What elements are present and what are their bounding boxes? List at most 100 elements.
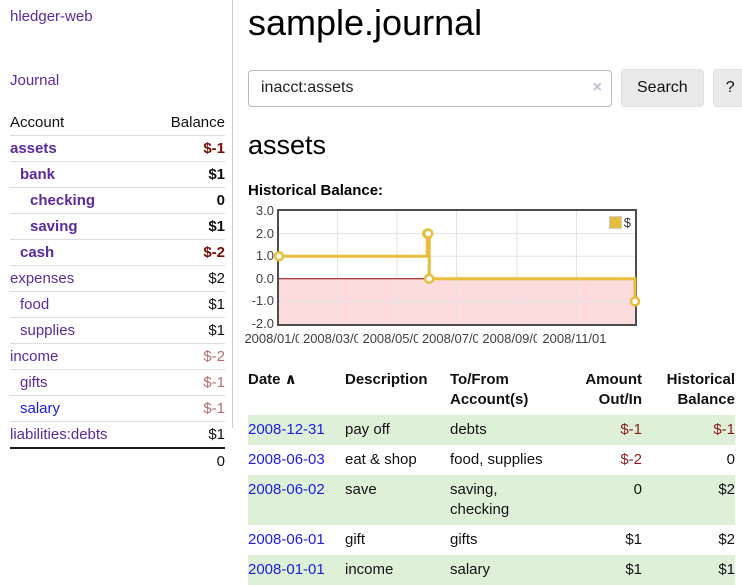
register-description: pay off (345, 421, 390, 438)
sort-ascending-icon: ∧ (280, 371, 297, 388)
register-amount: $1 (625, 561, 642, 578)
sidebar-account-row: assets $-1 (10, 135, 225, 162)
search-form: × Search ? (248, 69, 742, 107)
register-amount: $-1 (620, 421, 642, 438)
help-button[interactable]: ? (712, 69, 742, 107)
accounts-header-balance: Balance (170, 114, 225, 131)
x-axis-tick-label: 2008/03/01 (298, 331, 373, 346)
register-row: 2008-06-03 eat & shop food, supplies $-2 0 (248, 445, 735, 475)
app-brand-link[interactable]: hledger-web (10, 8, 93, 25)
register-amount: $-2 (620, 451, 642, 468)
sidebar-account-link[interactable]: bank (20, 166, 56, 183)
x-axis-tick-label: 2008/09/01 (477, 331, 552, 346)
register-row: 2008-06-01 gift gifts $1 $2 (248, 525, 735, 555)
register-row: 2008-01-01 income salary $1 $1 (248, 555, 735, 585)
sidebar-account-link[interactable]: expenses (10, 270, 75, 287)
sidebar-account-link[interactable]: cash (20, 244, 55, 261)
register-amount: $1 (625, 531, 642, 548)
sidebar-account-row: saving $1 (10, 213, 225, 240)
sidebar-account-balance: $1 (148, 421, 225, 448)
sidebar-account-balance: $1 (148, 291, 225, 318)
sidebar-item-journal[interactable]: Journal (10, 72, 60, 89)
sidebar-account-row: bank $1 (10, 161, 225, 188)
register-accounts: debts (450, 421, 487, 438)
sidebar-account-balance: $2 (148, 265, 225, 292)
sidebar-accounts-body: assets $-1 bank $1 checking 0 saving $1 cash $-2 e… (10, 135, 225, 474)
register-balance: $2 (718, 481, 735, 498)
sidebar-account-balance: $-1 (148, 369, 225, 396)
sidebar-account-link[interactable]: saving (30, 218, 78, 235)
page-title: sample.journal (248, 2, 483, 43)
x-axis-tick-label: 2008/11/01 (537, 331, 612, 346)
legend-swatch-icon (608, 216, 622, 229)
register-header-amount-out-in[interactable]: Amount Out/In (585, 371, 642, 408)
register-balance: $2 (718, 531, 735, 548)
y-axis-tick-label: -1.0 (251, 293, 274, 309)
sidebar-account-row: salary $-1 (10, 395, 225, 422)
search-input[interactable] (248, 69, 612, 107)
sidebar-account-balance: $-1 (148, 395, 225, 422)
sidebar-account-row: cash $-2 (10, 239, 225, 266)
register-accounts: saving, checking (450, 481, 510, 518)
sidebar-account-link[interactable]: income (10, 348, 59, 365)
accounts-header-account: Account (10, 114, 65, 131)
sidebar-account-balance: 0 (148, 187, 225, 214)
register-date-link[interactable]: 2008-06-01 (248, 531, 325, 548)
sidebar-account-balance: $-2 (148, 239, 225, 266)
x-axis-tick-label: 2008/07/01 (417, 331, 492, 346)
search-button[interactable]: Search (621, 69, 704, 107)
register-row: 2008-12-31 pay off debts $-1 $-1 (248, 415, 735, 445)
sidebar-account-row: income $-2 (10, 343, 225, 370)
chart-section-label: Historical Balance: (248, 182, 384, 199)
x-axis-tick-label: 2008/05/01 (358, 331, 433, 346)
sidebar-total-row: 0 (10, 447, 225, 474)
sidebar-account-link[interactable]: food (20, 296, 50, 313)
register-header-date[interactable]: Date ∧ (248, 371, 297, 388)
register-header-to-from-account-s-[interactable]: To/From Account(s) (450, 371, 529, 408)
sidebar-account-row: expenses $2 (10, 265, 225, 292)
sidebar-account-row: gifts $-1 (10, 369, 225, 396)
search-input-wrap: × (248, 69, 612, 107)
register-balance: $1 (718, 561, 735, 578)
sidebar-account-row: checking 0 (10, 187, 225, 214)
x-axis-tick-label: 2008/01/01 (240, 331, 314, 346)
register-date-link[interactable]: 2008-12-31 (248, 421, 325, 438)
register-description: gift (345, 531, 366, 548)
register-accounts: food, supplies (450, 451, 543, 468)
register-description: income (345, 561, 394, 578)
sidebar-account-link[interactable]: checking (30, 192, 96, 209)
y-axis-tick-label: -2.0 (251, 316, 274, 331)
balance-chart-svg (273, 211, 641, 324)
y-axis-tick-label: 2.0 (255, 225, 274, 241)
register-table: Date ∧ Description To/From Account(s) Amoun… (248, 369, 735, 585)
chart-legend: $ (606, 214, 633, 231)
historical-balance-chart: $ 3.0 2.0 1.0 0.0 -1.0 -2.0 2008/01/01 2008/03… (240, 203, 742, 351)
main-content: sample.journal × Search ? assets Histori… (233, 0, 742, 585)
sidebar-account-balance: $1 (148, 213, 225, 240)
sidebar-account-link[interactable]: liabilities:debts (10, 426, 108, 443)
register-header-historical-balance[interactable]: Historical Balance (666, 371, 735, 408)
sidebar-account-row: food $1 (10, 291, 225, 318)
sidebar-account-link[interactable]: salary (20, 400, 61, 417)
register-description: eat & shop (345, 451, 417, 468)
sidebar-account-link[interactable]: supplies (20, 322, 76, 339)
register-accounts: salary (450, 561, 491, 578)
sidebar-account-link[interactable]: gifts (20, 374, 48, 391)
sidebar-account-link[interactable]: assets (10, 140, 57, 157)
sidebar-accounts-table: Account Balance assets $-1 bank $1 checking 0… (10, 110, 225, 474)
y-axis-tick-label: 0.0 (255, 270, 274, 286)
account-heading: assets (248, 130, 327, 160)
register-date-link[interactable]: 2008-06-03 (248, 451, 325, 468)
register-balance: 0 (726, 451, 735, 468)
register-date-link[interactable]: 2008-01-01 (248, 561, 325, 578)
chart-plot-area: $ (273, 209, 641, 326)
sidebar-account-balance: $1 (148, 161, 225, 188)
sidebar-account-row: supplies $1 (10, 317, 225, 344)
register-header-description[interactable]: Description (345, 371, 428, 388)
sidebar-account-row: liabilities:debts $1 (10, 421, 225, 448)
register-date-link[interactable]: 2008-06-02 (248, 481, 325, 498)
legend-label: $ (623, 215, 631, 230)
register-description: save (345, 481, 377, 498)
clear-search-icon[interactable]: × (592, 78, 602, 96)
